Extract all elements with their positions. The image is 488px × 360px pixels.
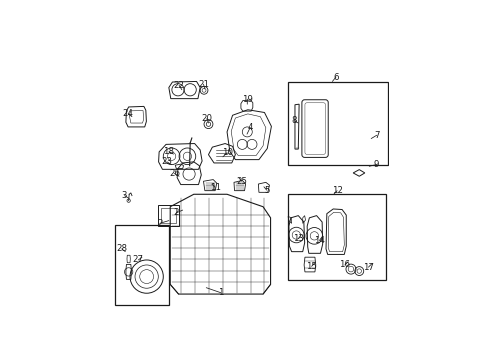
Text: 27: 27	[133, 256, 143, 265]
Text: 3: 3	[122, 191, 127, 200]
Text: 26: 26	[168, 169, 180, 178]
Text: 25: 25	[236, 177, 247, 186]
Text: 16: 16	[339, 261, 349, 269]
Bar	[287, 82, 387, 165]
Text: 14: 14	[313, 236, 324, 245]
Text: 7: 7	[373, 131, 379, 140]
Text: 11: 11	[209, 183, 220, 192]
Text: 10: 10	[221, 148, 232, 157]
Text: 21: 21	[198, 80, 208, 89]
Text: 17: 17	[362, 263, 373, 272]
Bar	[115, 225, 169, 305]
Text: 2: 2	[173, 208, 179, 217]
Text: 6: 6	[332, 72, 338, 81]
Text: 15: 15	[305, 262, 316, 271]
Text: 12: 12	[331, 186, 342, 195]
Text: 20: 20	[201, 114, 212, 123]
Text: 5: 5	[264, 186, 269, 195]
Text: 23: 23	[161, 157, 172, 166]
Bar	[287, 194, 386, 280]
Text: 24: 24	[122, 109, 133, 118]
Text: 8: 8	[291, 116, 297, 125]
Text: 19: 19	[242, 95, 252, 104]
Text: 13: 13	[292, 234, 303, 243]
Text: 2: 2	[157, 219, 162, 228]
Text: 18: 18	[163, 147, 174, 156]
Text: 28: 28	[116, 244, 127, 253]
Text: 22: 22	[173, 81, 184, 90]
Text: 4: 4	[247, 123, 252, 132]
Text: 9: 9	[372, 160, 378, 169]
Text: 1: 1	[218, 288, 223, 297]
